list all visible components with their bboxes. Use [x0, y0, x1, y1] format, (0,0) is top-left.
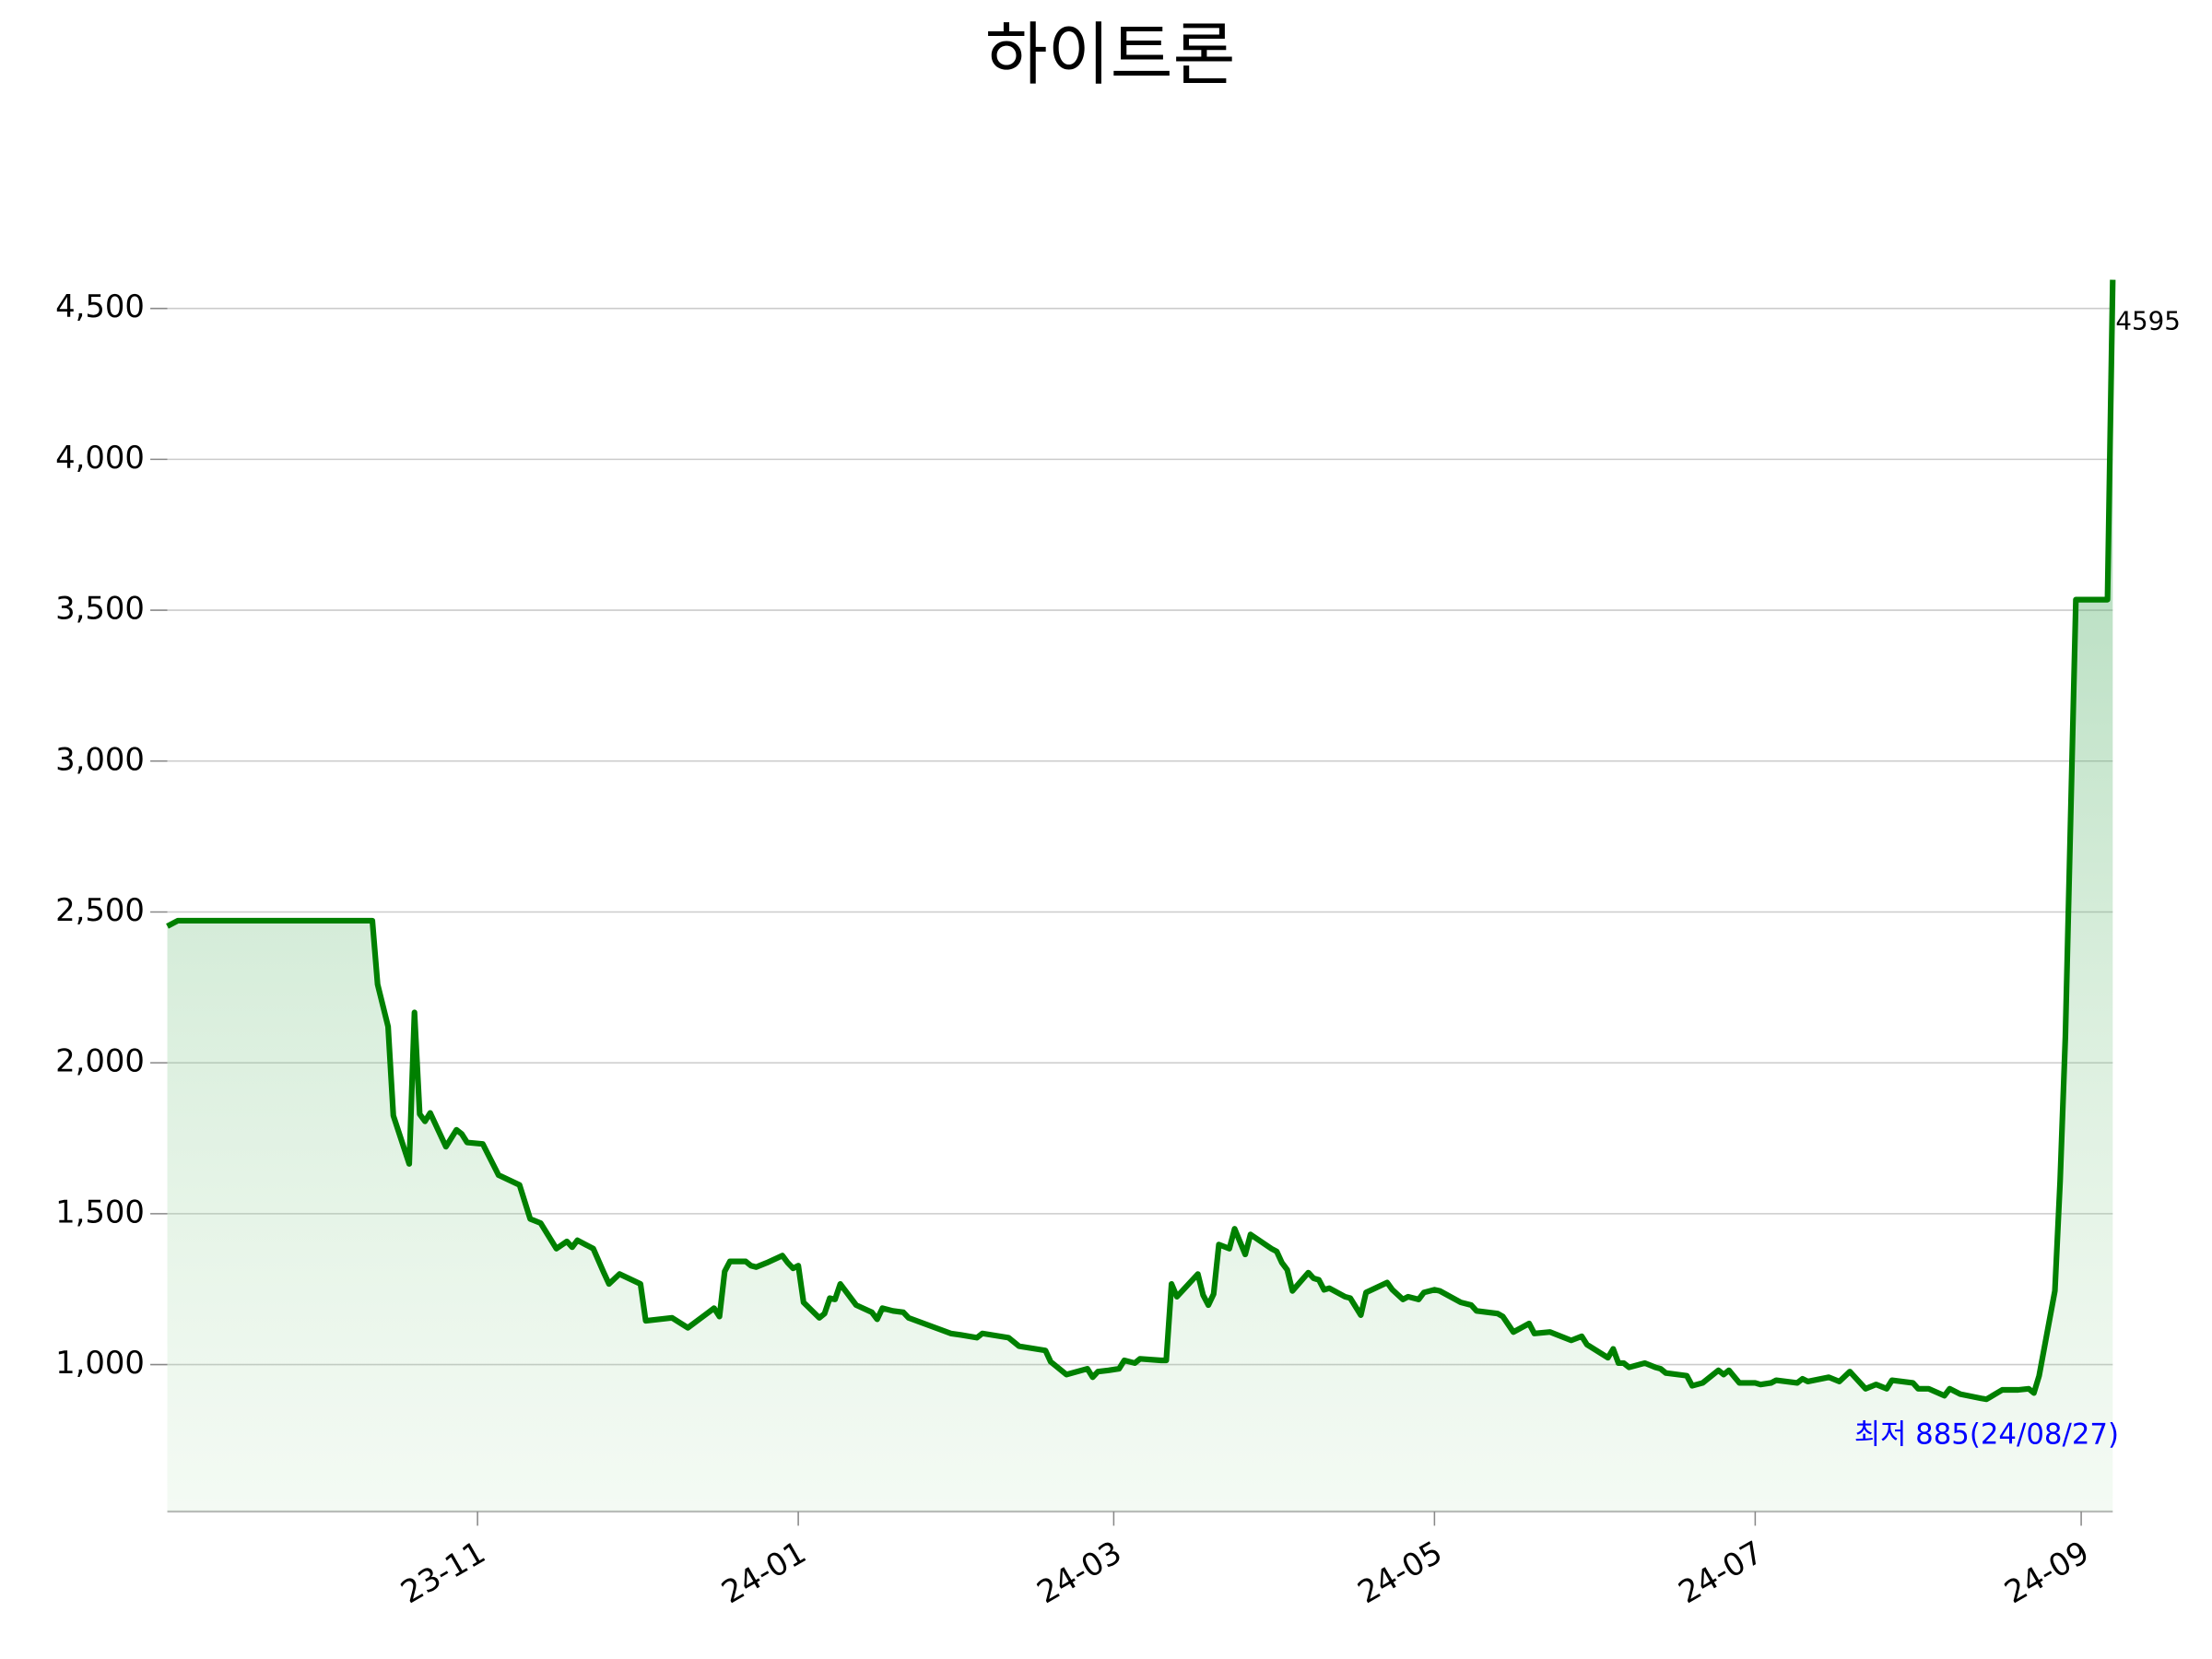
y-tick-label: 1,500 — [55, 1194, 145, 1230]
y-tick-label: 2,500 — [55, 892, 145, 928]
y-tick-label: 1,000 — [55, 1345, 145, 1381]
y-tick-label: 2,000 — [55, 1043, 145, 1079]
x-tick-label: 23-11 — [394, 1534, 491, 1610]
area — [167, 279, 2113, 1512]
x-tick-label: 24-05 — [1352, 1534, 1449, 1610]
x-tick-label: 24-01 — [715, 1534, 812, 1610]
x-tick-label: 24-09 — [1998, 1534, 2095, 1610]
chart-title: 하이트론 — [985, 16, 1236, 95]
x-tick-label: 24-03 — [1031, 1534, 1128, 1610]
last-value-label: 4595 — [2115, 306, 2180, 336]
price-line — [166, 279, 2116, 1403]
y-tick-label: 3,000 — [55, 741, 145, 777]
y-tick-label: 4,500 — [55, 288, 145, 324]
y-tick-label: 4,000 — [55, 440, 145, 476]
y-tick-label: 3,500 — [55, 591, 145, 627]
min-value-label: 최저 885(24/08/27) — [1854, 1418, 2119, 1452]
x-tick-label: 24-07 — [1673, 1534, 1770, 1610]
